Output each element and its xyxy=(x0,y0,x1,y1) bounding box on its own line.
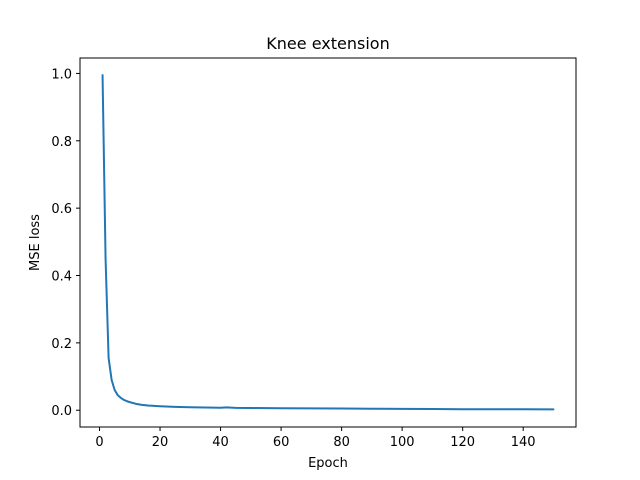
chart-title: Knee extension xyxy=(266,34,389,53)
y-tick-label: 0.8 xyxy=(51,135,72,150)
x-tick-label: 0 xyxy=(95,435,103,450)
x-tick-label: 100 xyxy=(390,435,415,450)
x-tick-label: 40 xyxy=(212,435,229,450)
axes-frame xyxy=(79,57,577,428)
x-tick-label: 140 xyxy=(511,435,536,450)
y-axis-label: MSE loss xyxy=(28,214,43,271)
y-tick-label: 0.0 xyxy=(51,404,72,419)
x-axis-ticks: 0 20 40 60 80 100 120 140 xyxy=(95,427,536,450)
y-axis-ticks: 0.0 0.2 0.4 0.6 0.8 1.0 xyxy=(51,67,80,419)
y-tick-label: 0.4 xyxy=(51,270,72,285)
y-tick-label: 0.2 xyxy=(51,337,72,352)
x-tick-label: 20 xyxy=(152,435,169,450)
x-axis-label: Epoch xyxy=(308,456,348,471)
x-tick-label: 80 xyxy=(333,435,350,450)
x-tick-label: 60 xyxy=(273,435,290,450)
series-group xyxy=(101,74,555,411)
x-tick-label: 120 xyxy=(450,435,475,450)
loss-series-line xyxy=(101,74,555,411)
y-tick-label: 0.6 xyxy=(51,202,72,217)
y-tick-label: 1.0 xyxy=(51,67,72,82)
